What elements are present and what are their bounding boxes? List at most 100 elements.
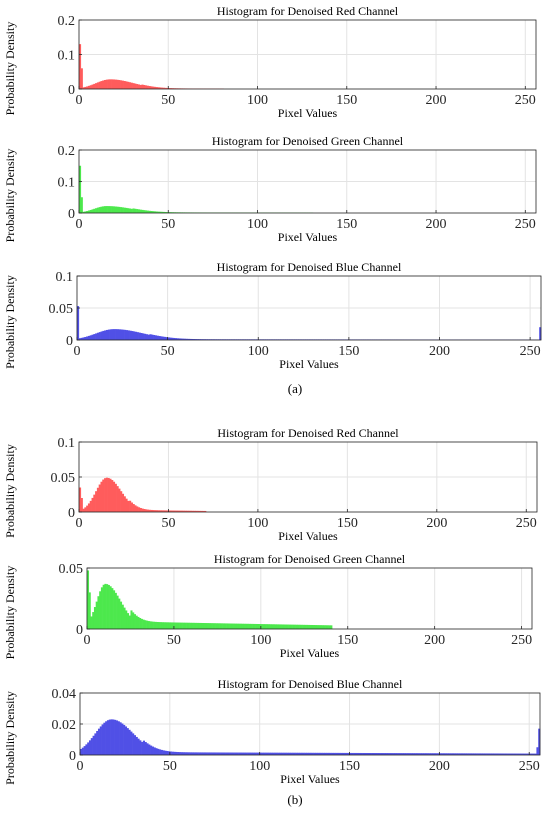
histogram-bar bbox=[132, 612, 135, 629]
histogram-bar bbox=[114, 79, 117, 89]
histogram-bar bbox=[87, 742, 90, 755]
histogram-bar bbox=[187, 338, 190, 340]
histogram-bar bbox=[212, 752, 216, 755]
histogram-bar bbox=[142, 333, 145, 340]
histogram-bar bbox=[121, 723, 124, 755]
histogram-bar bbox=[518, 753, 521, 755]
histogram-bar bbox=[164, 336, 167, 340]
histogram-bar bbox=[214, 752, 217, 755]
chart-title: Histogram for Denoised Green Channel bbox=[214, 552, 406, 566]
y-axis-label: Probability Density bbox=[3, 444, 17, 538]
histogram-bar bbox=[177, 752, 180, 755]
y-tick-label: 0.1 bbox=[56, 270, 74, 285]
histogram-bar bbox=[165, 622, 168, 629]
x-tick-label: 150 bbox=[338, 344, 359, 359]
histogram-bar bbox=[367, 753, 370, 755]
histogram-bar bbox=[288, 624, 291, 629]
histogram-bar bbox=[130, 502, 133, 512]
histogram-bar bbox=[428, 753, 431, 755]
histogram-bar bbox=[145, 334, 148, 340]
histogram-bar bbox=[297, 624, 300, 629]
x-axis-label: Pixel Values bbox=[280, 646, 340, 660]
histogram-bar bbox=[277, 752, 280, 755]
chart-title: Histogram for Denoised Blue Channel bbox=[217, 260, 402, 274]
histogram-bar bbox=[139, 84, 142, 89]
histogram-bar bbox=[313, 752, 316, 755]
histogram-bar bbox=[381, 753, 384, 755]
histogram-bar bbox=[118, 598, 121, 629]
chart-a-3: 0 50 100 150 200 250 0 0.05 0.1 Histogram for Den… bbox=[3, 260, 542, 371]
histogram-bar bbox=[162, 211, 165, 213]
histogram-bar bbox=[275, 752, 278, 755]
y-tick-label: 0 bbox=[69, 749, 76, 764]
histogram-bar bbox=[82, 211, 85, 213]
histogram-bar bbox=[144, 742, 147, 755]
histogram-bar bbox=[113, 329, 116, 340]
histogram-bar bbox=[459, 753, 462, 755]
histogram-bar bbox=[175, 751, 178, 755]
y-axis-label: Probability Density bbox=[3, 275, 17, 369]
histogram-bar bbox=[89, 209, 92, 213]
histogram-bar bbox=[116, 595, 119, 629]
histogram-bar bbox=[79, 44, 82, 89]
histogram-bar bbox=[252, 623, 255, 629]
histogram-bar bbox=[179, 510, 182, 512]
histogram-bar bbox=[193, 622, 196, 629]
histogram-bar bbox=[160, 749, 163, 755]
histogram-bar bbox=[369, 753, 372, 755]
histogram-bar bbox=[128, 208, 132, 213]
histogram-bar bbox=[134, 505, 137, 512]
histogram-bar bbox=[374, 753, 377, 755]
histogram-bar bbox=[161, 211, 164, 213]
histogram-bar bbox=[100, 587, 103, 629]
histogram-bar bbox=[148, 86, 151, 89]
y-tick-label: 0.05 bbox=[51, 471, 76, 486]
histogram-bar bbox=[441, 753, 444, 755]
histogram-bar bbox=[198, 622, 201, 629]
histogram-bar bbox=[159, 211, 162, 213]
histogram-bar bbox=[89, 335, 92, 340]
histogram-bar bbox=[111, 79, 114, 89]
histogram-bar bbox=[498, 753, 501, 755]
histogram-bar bbox=[143, 210, 146, 213]
histogram-bar bbox=[120, 491, 123, 512]
chart-b-3: 0 50 100 150 200 250 0 0.02 0.04 Histogram for De… bbox=[3, 677, 541, 786]
histogram-bar bbox=[253, 623, 256, 629]
chart-title: Histogram for Denoised Red Channel bbox=[217, 426, 399, 440]
x-tick-label: 50 bbox=[161, 344, 175, 359]
histogram-bar bbox=[112, 481, 116, 512]
histogram-bar bbox=[448, 753, 451, 755]
histogram-bar bbox=[157, 211, 160, 213]
histogram-bar bbox=[93, 607, 96, 629]
histogram-bar bbox=[399, 753, 402, 755]
histogram-bar bbox=[145, 509, 148, 512]
histogram-bar bbox=[138, 507, 141, 512]
panel-label-b: (b) bbox=[287, 792, 303, 807]
histogram-bar bbox=[340, 752, 343, 755]
histogram-bar bbox=[290, 752, 293, 755]
histogram-bar bbox=[137, 616, 140, 629]
x-tick-label: 150 bbox=[337, 633, 358, 648]
histogram-bar bbox=[102, 584, 105, 629]
histogram-bar bbox=[509, 753, 512, 755]
histogram-bar bbox=[268, 752, 271, 755]
histogram-bar bbox=[86, 336, 89, 340]
histogram-bar bbox=[336, 752, 340, 755]
histogram-bar bbox=[206, 623, 209, 629]
histogram-bar bbox=[116, 486, 119, 512]
histogram-bar bbox=[154, 621, 157, 629]
histogram-bar bbox=[182, 622, 185, 629]
histogram-bar bbox=[112, 79, 116, 89]
y-tick-label: 0 bbox=[76, 623, 83, 638]
histogram-bar bbox=[96, 730, 99, 755]
histogram-bar bbox=[215, 623, 218, 629]
histogram-bar bbox=[222, 623, 225, 629]
histogram-bar bbox=[347, 752, 350, 755]
histogram-bar bbox=[329, 752, 332, 755]
histogram-bar bbox=[322, 752, 325, 755]
histogram-bar bbox=[84, 336, 87, 340]
histogram-bar bbox=[380, 753, 383, 755]
histogram-bar bbox=[478, 753, 482, 755]
histogram-bar bbox=[112, 719, 115, 755]
histogram-bar bbox=[78, 338, 81, 340]
